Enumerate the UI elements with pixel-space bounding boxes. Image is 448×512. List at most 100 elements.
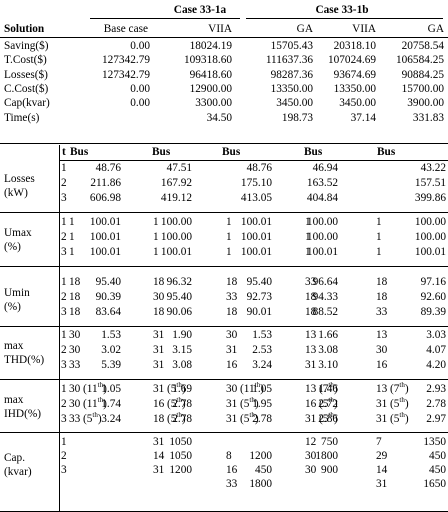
bus-number: 30 [305,450,317,462]
value-cell: 46.94 [312,162,338,174]
bus-number: 31 [226,398,238,410]
harmonic-order: (7th) [390,381,409,395]
top-cell: 111637.36 [265,54,313,67]
bus-number: 30 [226,329,238,341]
top-row-label: Saving($) [4,40,49,52]
bus-number: 31 [305,413,317,425]
value-cell: 100.01 [240,246,272,258]
value-cell: 100.01 [240,231,272,243]
group-label: (kW) [4,186,28,199]
bus-number: 33 [305,276,317,288]
value-cell: 3.03 [426,329,446,341]
harmonic-order: (11th) [240,381,264,395]
value-cell: 47.51 [166,162,192,174]
bus-number: 1 [153,246,159,258]
top-header-4: VIIA [352,23,376,35]
bus-number: 18 [376,291,388,303]
harmonic-order-value: 5 [393,413,400,425]
bus-number: 16 [226,359,238,371]
value-cell: 95.40 [166,291,192,303]
time-index: 3 [61,464,67,476]
group-divider [0,326,448,327]
value-cell: 90.39 [95,291,121,303]
top-cell: 107024.69 [327,54,376,67]
value-cell: 2.72 [318,398,338,410]
bus-number: 33 [226,291,238,303]
case-b-header: Case 33-1b [315,4,369,16]
time-index: 2 [61,231,67,243]
value-cell: 1.05 [252,383,272,395]
bus-number: 31 [376,413,388,425]
top-cell: 98287.36 [270,68,313,81]
top-cell: 0.00 [130,97,150,110]
value-cell: 450 [255,464,272,476]
bus-number: 13 [305,344,317,356]
harmonic-order-value: 5 [170,383,177,395]
bus-number: 30 [153,291,165,303]
bus-number: 1 [376,216,382,228]
label-column-divider [59,145,60,512]
bus-number: 1 [226,216,232,228]
top-cell: 109318.60 [183,54,232,67]
harmonic-order-value: 5 [322,398,329,410]
value-cell: 1.53 [252,329,272,341]
group-label: Cap. [4,452,26,464]
value-cell: 163.52 [306,177,338,189]
value-cell: 1350 [423,436,446,448]
harmonic-order: (5th) [319,396,338,410]
bus-number: 33 [69,359,81,371]
bus-number: 31 [226,413,238,425]
time-index: 1 [61,216,67,228]
harmonic-order-value: 5 [170,413,177,425]
bus-number: 30 [376,344,388,356]
value-cell: 94.33 [312,291,338,303]
bus-number: 18 [305,306,317,318]
top-cell: 3450.00 [276,97,313,110]
value-cell: 1200 [169,464,192,476]
harmonic-order: (5th) [167,411,186,425]
harmonic-order-value: 7 [393,383,400,395]
time-index: 1 [61,162,67,174]
value-cell: 100.01 [89,231,121,243]
top-row-label: C.Cost($) [4,82,49,95]
top-cell: 96418.60 [189,68,232,81]
harmonic-order-value: 5 [243,398,250,410]
time-index: 1 [61,436,67,448]
top-cell: 15700.00 [401,82,444,95]
top-cell: 0.00 [130,40,150,52]
bus-number: 1 [69,231,75,243]
bus-number: 1 [305,216,311,228]
value-cell: 1.53 [101,329,121,341]
value-cell: 167.92 [160,177,192,189]
group-label: (%) [4,300,21,313]
bus-number: 13 [305,329,317,341]
bus-number: 31 [153,464,165,476]
bus-number: 13 [376,329,388,341]
bus-number: 14 [376,464,388,476]
harmonic-order: (5th) [240,411,259,425]
bus-number: 1 [153,231,159,243]
group-label: Umax [4,226,32,239]
bus-number: 1 [305,231,311,243]
top-cell: 12900.00 [189,82,232,95]
group-divider [0,379,448,380]
value-cell: 3.02 [101,344,121,356]
value-cell: 3.08 [172,359,192,371]
harmonic-order: (5th) [83,411,102,425]
group-label: (%) [4,240,21,253]
value-cell: 2.78 [172,413,192,425]
time-index: 2 [61,344,67,356]
time-index: 3 [61,306,67,318]
top-cell: 18024.19 [189,40,232,52]
sub-header-t: t [62,146,66,158]
value-cell: 89.39 [420,306,446,318]
value-cell: 100.01 [89,246,121,258]
value-cell: 43.22 [420,162,446,174]
time-index: 3 [61,246,67,258]
bus-number: 33 [226,478,238,490]
case-a-header: Case 33-1a [173,4,227,16]
top-cell: 13350.00 [270,82,313,95]
bus-number: 31 [153,359,165,371]
value-cell: 1050 [169,450,192,462]
value-cell: 157.51 [414,177,446,189]
